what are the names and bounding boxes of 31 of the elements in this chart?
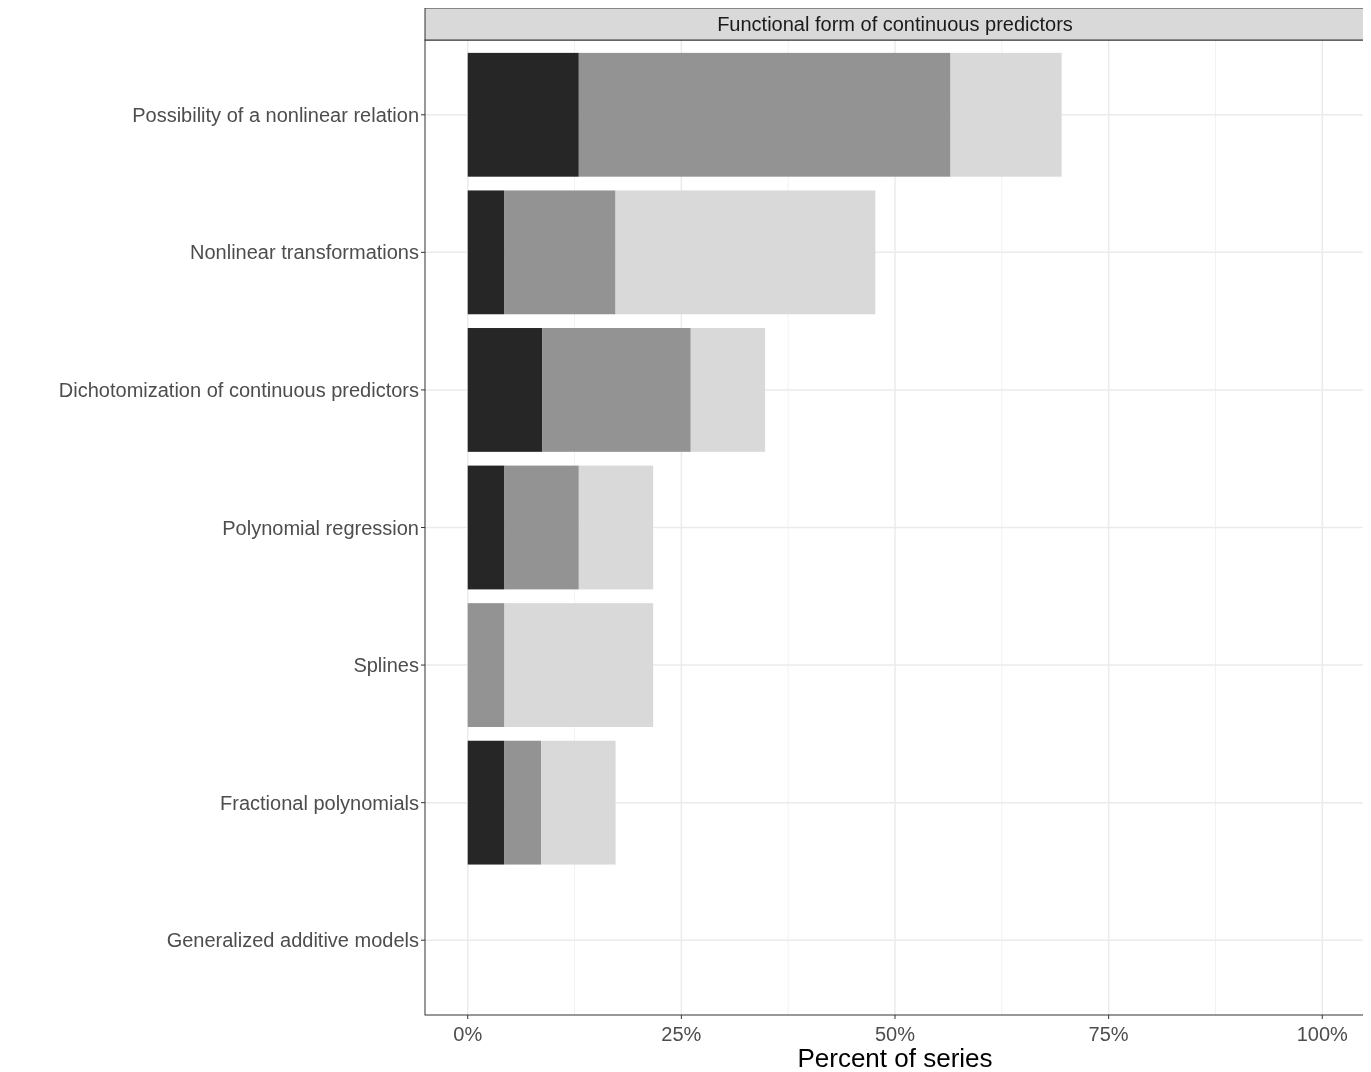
y-tick-label: Nonlinear transformations [190,241,419,264]
x-tick-label: 75% [1088,1023,1129,1045]
y-tick-label: Possibility of a nonlinear relation [132,103,419,126]
bar [467,740,505,865]
bar [504,740,542,865]
y-tick-label: Splines [353,654,419,677]
bar [467,328,543,452]
bar [467,465,505,590]
bar [504,603,654,727]
bar [467,603,505,727]
bar [578,465,654,590]
x-tick-label: 0% [453,1023,483,1045]
bar [950,52,1062,177]
bar [504,190,616,315]
y-tick-label: Polynomial regression [222,516,419,539]
bar [467,52,579,177]
bar [504,465,579,590]
bar [467,190,505,315]
y-tick-label: Dichotomization of continuous predictors [58,378,419,401]
y-tick-label: Fractional polynomials [220,791,419,814]
x-tick-label: 100% [1296,1023,1349,1045]
y-tick-label: Generalized additive models [166,929,419,952]
x-tick-label: 25% [661,1023,702,1045]
bar [690,328,766,452]
bar [541,740,616,865]
x-axis-title: Percent of series [797,1043,993,1072]
x-tick-label: 50% [874,1023,916,1045]
bar [542,328,691,452]
chart-title: Functional form of continuous predictors [717,13,1073,35]
bar [578,52,951,177]
bar [615,190,876,315]
